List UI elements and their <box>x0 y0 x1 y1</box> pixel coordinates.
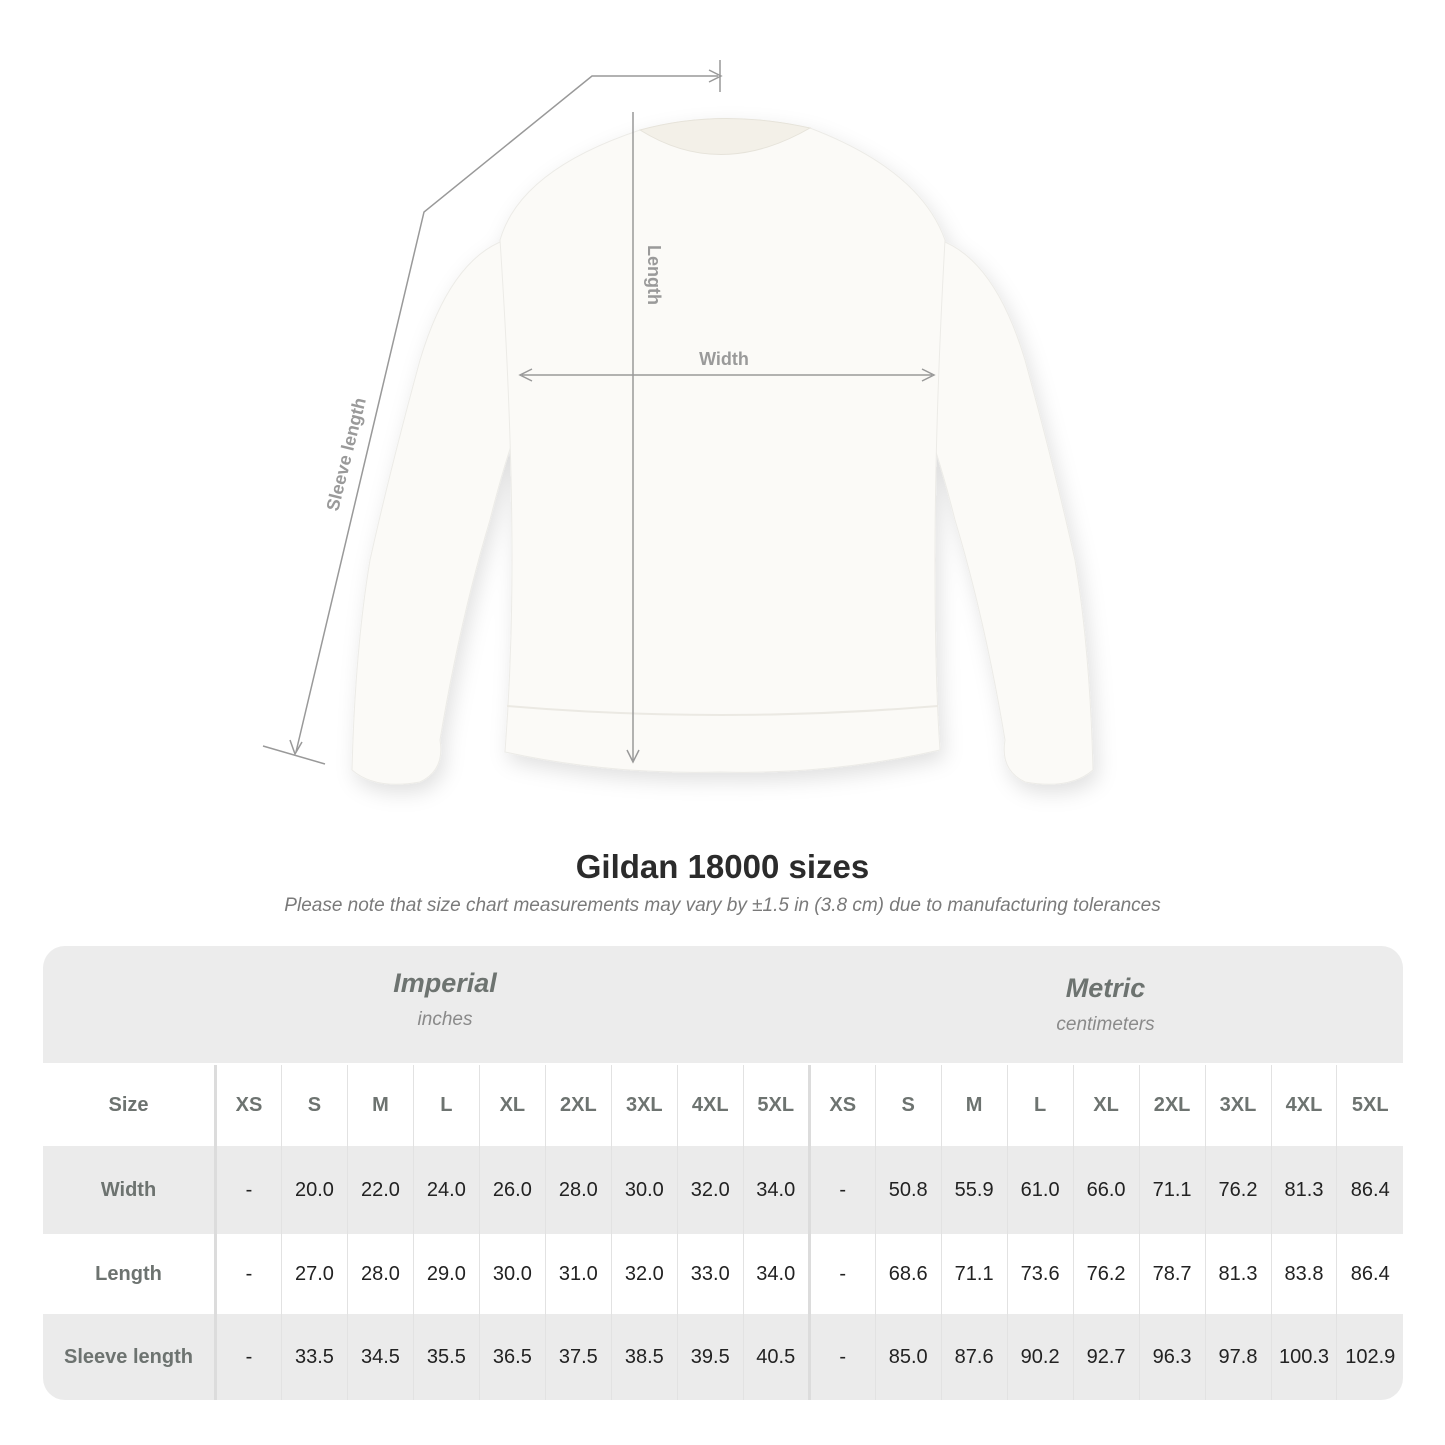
metric-value-cell: 71.1 <box>940 1234 1008 1314</box>
metric-value-cell: 92.7 <box>1072 1314 1140 1400</box>
imperial-value-cell: 31.0 <box>544 1234 612 1314</box>
imperial-value-cell: 38.5 <box>610 1314 678 1400</box>
metric-value-cell: - <box>808 1146 876 1234</box>
metric-value-cell: 97.8 <box>1204 1314 1271 1400</box>
imperial-value-cell: 22.0 <box>346 1146 414 1234</box>
metric-value-cell: 76.2 <box>1072 1234 1140 1314</box>
imperial-size-s: S <box>280 1065 348 1146</box>
imperial-value-cell: 28.0 <box>346 1234 414 1314</box>
metric-value-cell: - <box>808 1314 876 1400</box>
imperial-value-cell: 34.0 <box>742 1234 811 1314</box>
metric-value-cell: 102.9 <box>1336 1314 1403 1400</box>
imperial-value-cell: 33.0 <box>676 1234 744 1314</box>
imperial-size-xs: XS <box>215 1065 282 1146</box>
imperial-size-4xl: 4XL <box>676 1065 744 1146</box>
metric-title: Metric <box>1065 973 1146 1003</box>
metric-value-cell: 90.2 <box>1006 1314 1074 1400</box>
metric-value-cell: 83.8 <box>1270 1234 1337 1314</box>
row-label: Sleeve length <box>43 1314 217 1400</box>
metric-value-cell: 61.0 <box>1006 1146 1074 1234</box>
metric-value-cell: 85.0 <box>874 1314 942 1400</box>
imperial-value-cell: 34.5 <box>346 1314 414 1400</box>
size-table: Size XS S M L XL 2XL 3XL 4XL 5XL XS S M L XL 2XL 3XL 4XL 5… <box>43 1065 1403 1400</box>
metric-value-cell: 100.3 <box>1270 1314 1337 1400</box>
imperial-size-2xl: 2XL <box>544 1065 612 1146</box>
imperial-value-cell: 28.0 <box>544 1146 612 1234</box>
imperial-value-cell: 35.5 <box>412 1314 480 1400</box>
imperial-header: Imperial inches <box>215 968 675 1031</box>
metric-value-cell: 68.6 <box>874 1234 942 1314</box>
imperial-value-cell: 29.0 <box>412 1234 480 1314</box>
imperial-value-cell: 34.0 <box>742 1146 811 1234</box>
metric-value-cell: 87.6 <box>940 1314 1008 1400</box>
imperial-value-cell: 36.5 <box>478 1314 546 1400</box>
imperial-unit: inches <box>417 1009 473 1030</box>
metric-value-cell: 66.0 <box>1072 1146 1140 1234</box>
metric-value-cell: 55.9 <box>940 1146 1008 1234</box>
metric-size-s: S <box>874 1065 942 1146</box>
metric-value-cell: 86.4 <box>1336 1234 1403 1314</box>
imperial-value-cell: 20.0 <box>280 1146 348 1234</box>
imperial-value-cell: - <box>215 1314 282 1400</box>
metric-value-cell: 96.3 <box>1138 1314 1206 1400</box>
metric-value-cell: - <box>808 1234 876 1314</box>
width-dimension <box>518 368 936 382</box>
tolerance-note: Please note that size chart measurements… <box>284 895 1161 916</box>
size-chart-table: Imperial inches Metric centimeters Size X… <box>43 946 1403 1400</box>
imperial-size-l: L <box>412 1065 480 1146</box>
length-dimension <box>626 112 640 764</box>
metric-value-cell: 73.6 <box>1006 1234 1074 1314</box>
imperial-value-cell: 32.0 <box>676 1146 744 1234</box>
imperial-value-cell: - <box>215 1234 282 1314</box>
row-label: Width <box>43 1146 217 1234</box>
metric-value-cell: 50.8 <box>874 1146 942 1234</box>
imperial-value-cell: 32.0 <box>610 1234 678 1314</box>
row-label: Length <box>43 1234 217 1314</box>
sleeve-length-dimension <box>262 60 723 765</box>
table-row: Length -27.0 28.0 29.0 30.0 31.0 32.0 33.0 34.0-… <box>43 1234 1403 1314</box>
metric-size-5xl: 5XL <box>1336 1065 1403 1146</box>
metric-size-3xl: 3XL <box>1204 1065 1271 1146</box>
imperial-size-m: M <box>346 1065 414 1146</box>
metric-unit: centimeters <box>1056 1014 1155 1035</box>
sweatshirt-diagram: Length Width Sleeve length <box>262 60 1094 785</box>
metric-value-cell: 76.2 <box>1204 1146 1271 1234</box>
imperial-value-cell: 39.5 <box>676 1314 744 1400</box>
metric-size-2xl: 2XL <box>1138 1065 1206 1146</box>
imperial-size-5xl: 5XL <box>742 1065 811 1146</box>
metric-value-cell: 78.7 <box>1138 1234 1206 1314</box>
imperial-title: Imperial <box>393 968 497 998</box>
sleeve-length-label: Sleeve length <box>322 396 369 513</box>
length-label: Length <box>644 245 664 305</box>
metric-header: Metric centimeters <box>808 973 1403 1036</box>
metric-value-cell: 81.3 <box>1204 1234 1271 1314</box>
imperial-size-3xl: 3XL <box>610 1065 678 1146</box>
metric-value-cell: 71.1 <box>1138 1146 1206 1234</box>
imperial-value-cell: 24.0 <box>412 1146 480 1234</box>
imperial-value-cell: 27.0 <box>280 1234 348 1314</box>
imperial-value-cell: 26.0 <box>478 1146 546 1234</box>
measurement-systems-header: Imperial inches Metric centimeters <box>43 946 1403 1063</box>
metric-size-l: L <box>1006 1065 1074 1146</box>
imperial-value-cell: 30.0 <box>478 1234 546 1314</box>
size-header-row: Size XS S M L XL 2XL 3XL 4XL 5XL XS S M L XL 2XL 3XL 4XL 5… <box>43 1065 1403 1146</box>
metric-size-m: M <box>940 1065 1008 1146</box>
metric-value-cell: 86.4 <box>1336 1146 1403 1234</box>
size-header: Size <box>43 1065 217 1146</box>
imperial-value-cell: 33.5 <box>280 1314 348 1400</box>
sweatshirt-image <box>351 118 1094 785</box>
table-row: Sleeve length -33.5 34.5 35.5 36.5 37.5 38.5 39… <box>43 1314 1403 1400</box>
metric-value-cell: 81.3 <box>1270 1146 1337 1234</box>
table-row: Width -20.0 22.0 24.0 26.0 28.0 30.0 32.0 34.0-5… <box>43 1146 1403 1234</box>
imperial-value-cell: - <box>215 1146 282 1234</box>
imperial-size-xl: XL <box>478 1065 546 1146</box>
imperial-value-cell: 37.5 <box>544 1314 612 1400</box>
page-title: Gildan 18000 sizes <box>575 848 870 885</box>
metric-size-4xl: 4XL <box>1270 1065 1337 1146</box>
metric-size-xl: XL <box>1072 1065 1140 1146</box>
width-label: Width <box>699 349 749 369</box>
metric-size-xs: XS <box>808 1065 876 1146</box>
imperial-value-cell: 40.5 <box>742 1314 811 1400</box>
imperial-value-cell: 30.0 <box>610 1146 678 1234</box>
